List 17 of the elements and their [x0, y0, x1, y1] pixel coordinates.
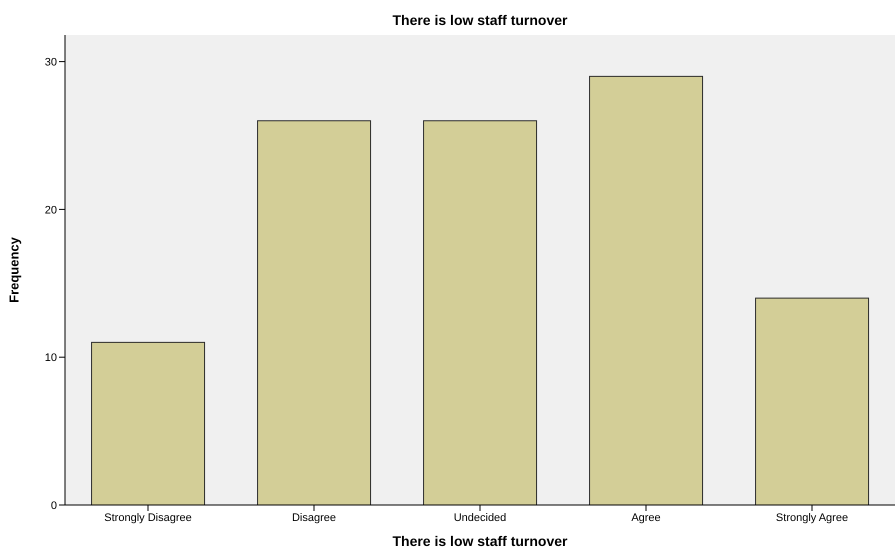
y-axis-title: Frequency: [6, 236, 22, 303]
y-tick-label: 30: [44, 56, 57, 69]
x-tick-label: Strongly Agree: [776, 512, 848, 524]
x-axis-title: There is low staff turnover: [392, 533, 568, 549]
y-tick-label: 20: [44, 204, 57, 216]
bar: [423, 120, 538, 505]
chart-title: There is low staff turnover: [391, 12, 569, 28]
bar: [257, 120, 372, 505]
bar: [589, 76, 704, 505]
x-tick-label: Agree: [631, 512, 661, 524]
x-tick-label: Disagree: [292, 512, 336, 524]
y-tick-label: 0: [50, 500, 57, 512]
y-tick-label: 10: [44, 352, 57, 364]
bar: [755, 298, 870, 505]
bar: [91, 342, 206, 505]
x-tick-label: Undecided: [454, 512, 506, 524]
x-tick-label: Strongly Disagree: [104, 512, 192, 524]
